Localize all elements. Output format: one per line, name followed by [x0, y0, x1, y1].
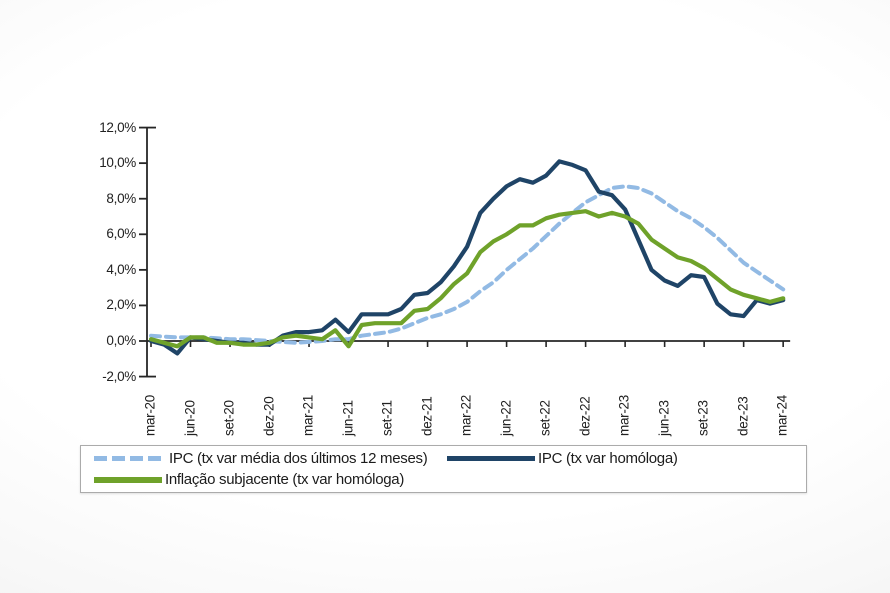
legend-label: Inflação subjacente (tx var homóloga) — [165, 471, 405, 488]
x-axis-label: mar-22 — [458, 395, 474, 436]
x-axis-label: set-20 — [221, 400, 237, 436]
y-axis-label: 0,0% — [106, 333, 136, 348]
y-axis-label: 12,0% — [99, 119, 136, 135]
x-axis-label: jun-21 — [340, 400, 356, 436]
legend-item-ipc-homologa: IPC (tx var homóloga) — [447, 450, 678, 467]
x-axis-label: mar-21 — [300, 395, 316, 436]
x-axis-label: dez-23 — [735, 396, 751, 436]
x-axis-label: set-23 — [695, 400, 711, 436]
legend-swatch-solid-line-icon — [447, 456, 535, 461]
legend-item-ipc-media: IPC (tx var média dos últimos 12 meses) — [94, 450, 428, 467]
y-axis-label: 2,0% — [106, 297, 136, 313]
legend-label: IPC (tx var média dos últimos 12 meses) — [169, 450, 428, 467]
x-axis-label: jun-23 — [656, 400, 672, 436]
legend-swatch-solid-line-icon — [94, 476, 162, 483]
legend-item-inflacao-subjacente: Inflação subjacente (tx var homóloga) — [94, 471, 404, 488]
x-axis-label: dez-20 — [261, 396, 277, 436]
y-axis-label: 4,0% — [106, 261, 136, 277]
x-axis-label: mar-20 — [142, 395, 158, 436]
x-axis-label: set-22 — [537, 400, 553, 436]
x-axis-label: dez-21 — [419, 396, 435, 436]
legend-swatch-dashed-line-icon — [94, 456, 166, 461]
series-line-0 — [149, 184, 786, 345]
x-axis-label: mar-24 — [774, 395, 790, 436]
x-axis-label: mar-23 — [616, 395, 632, 436]
y-axis-label: 6,0% — [106, 226, 136, 242]
x-axis-label: jun-22 — [498, 400, 514, 436]
y-axis-label: -2,0% — [102, 368, 136, 384]
series-line-2 — [148, 209, 786, 349]
y-axis-label: 10,0% — [99, 155, 136, 171]
x-axis-label: dez-22 — [577, 396, 593, 436]
legend-label: IPC (tx var homóloga) — [538, 450, 678, 467]
x-axis-label: set-21 — [379, 400, 395, 436]
y-axis-label: 8,0% — [106, 190, 136, 206]
series-line-1 — [148, 159, 786, 356]
legend: IPC (tx var média dos últimos 12 meses) … — [80, 445, 807, 493]
x-axis-label: jun-20 — [182, 400, 197, 436]
